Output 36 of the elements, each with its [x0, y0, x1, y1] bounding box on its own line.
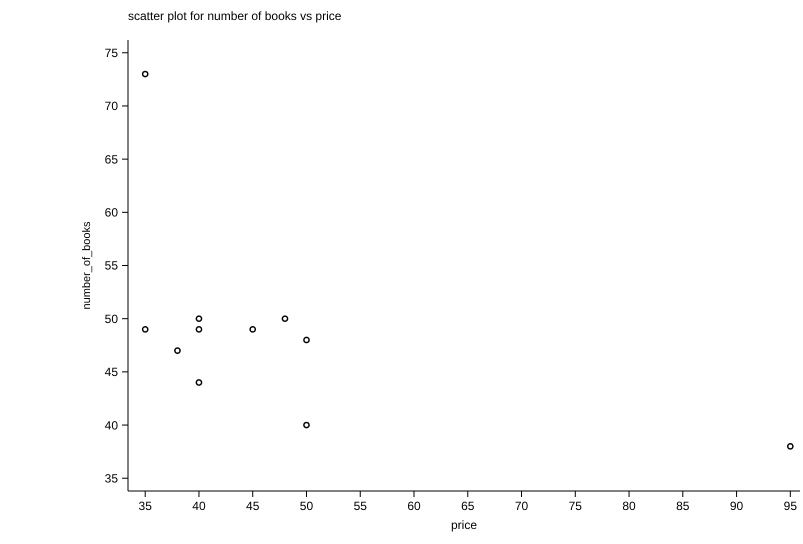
x-tick-label: 75	[568, 499, 582, 513]
y-tick-label: 55	[104, 258, 118, 273]
x-tick-label: 70	[514, 499, 529, 513]
y-axis-title: number_of_books	[81, 220, 93, 310]
x-tick-label: 45	[246, 499, 260, 513]
point	[303, 336, 310, 344]
x-tick-label: 50	[300, 499, 314, 513]
x-axis-title: price	[450, 518, 478, 532]
point	[196, 315, 202, 322]
x-tick-label: 80	[622, 499, 636, 513]
point	[196, 379, 202, 386]
x-tick-label: 65	[461, 499, 475, 513]
y-tick-label: 35	[104, 471, 118, 486]
point	[282, 315, 288, 322]
point	[303, 422, 310, 428]
y-tick-label: 70	[104, 99, 118, 114]
x-tick-label: 90	[730, 499, 744, 513]
chart-title: scatter plot for number of books vs price	[128, 9, 342, 23]
point	[196, 326, 202, 333]
point	[249, 326, 256, 333]
x-tick-label: 35	[138, 499, 152, 513]
y-tick-label: 40	[104, 418, 118, 432]
point	[174, 347, 181, 354]
x-tick-label: 55	[354, 499, 368, 513]
x-tick-label: 85	[676, 499, 690, 513]
y-tick-label: 50	[104, 312, 118, 326]
x-tick-label: 40	[192, 499, 206, 513]
x-tick-label: 95	[784, 499, 798, 513]
y-tick-label: 75	[104, 46, 118, 60]
y-tick-label: 60	[104, 206, 118, 220]
y-tick-label: 65	[104, 152, 118, 166]
x-tick-label: 60	[407, 499, 421, 513]
y-tick-label: 45	[104, 365, 118, 380]
point	[142, 70, 149, 78]
point	[142, 326, 149, 333]
point	[786, 442, 794, 450]
